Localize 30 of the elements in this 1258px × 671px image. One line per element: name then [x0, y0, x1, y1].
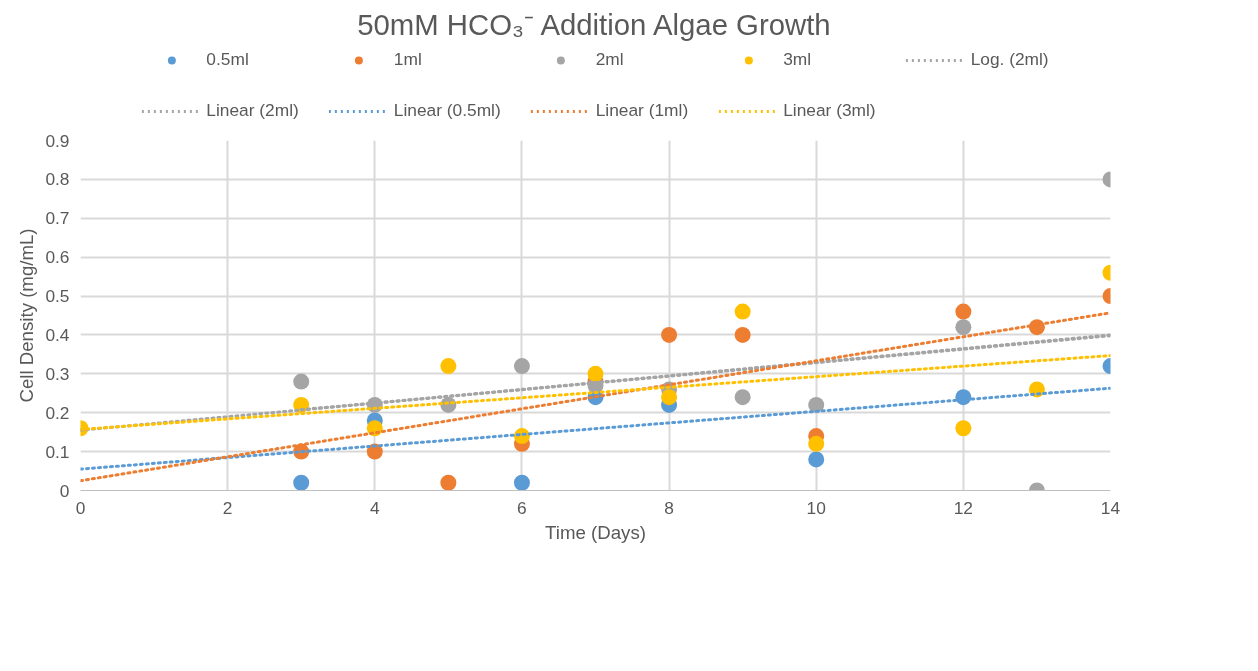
legend-label: Linear (1ml) — [595, 100, 689, 121]
y-tick-label: 0.6 — [45, 247, 70, 268]
legend-label: 2ml — [595, 49, 624, 70]
legend-label: 0.5ml — [206, 49, 249, 70]
x-tick-label: 6 — [517, 497, 527, 518]
y-tick-label: 0.2 — [45, 402, 70, 423]
chart-title: 50mM HCO₃⁻ Addition Algae Growth — [357, 7, 831, 41]
x-tick-label: 10 — [806, 497, 826, 518]
x-tick-label: 0 — [75, 497, 86, 518]
legend-label: 3ml — [783, 49, 812, 70]
y-tick-label: 0.7 — [45, 208, 70, 229]
legend-label: Log. (2ml) — [970, 49, 1049, 70]
x-tick-label: 4 — [369, 497, 380, 518]
y-tick-label: 0.9 — [45, 130, 70, 151]
legend-label: 1ml — [393, 49, 422, 70]
x-axis-title: Time (Days) — [545, 521, 646, 543]
y-tick-label: 0.8 — [45, 169, 70, 190]
legend-label: Linear (3ml) — [783, 100, 876, 121]
legend-label: Linear (0.5ml) — [393, 100, 501, 121]
y-tick-label: 0.5 — [45, 286, 70, 307]
x-tick-label: 12 — [953, 497, 973, 518]
y-axis-title: Cell Density (mg/mL) — [16, 228, 38, 403]
y-tick-label: 0 — [59, 480, 70, 501]
y-tick-label: 0.3 — [45, 363, 70, 384]
legend-label: Linear (2ml) — [206, 100, 299, 121]
x-tick-label: 2 — [222, 497, 233, 518]
x-tick-label: 8 — [664, 497, 674, 518]
y-tick-label: 0.1 — [45, 441, 70, 462]
x-tick-label: 14 — [1100, 497, 1121, 518]
y-tick-label: 0.4 — [45, 324, 70, 345]
